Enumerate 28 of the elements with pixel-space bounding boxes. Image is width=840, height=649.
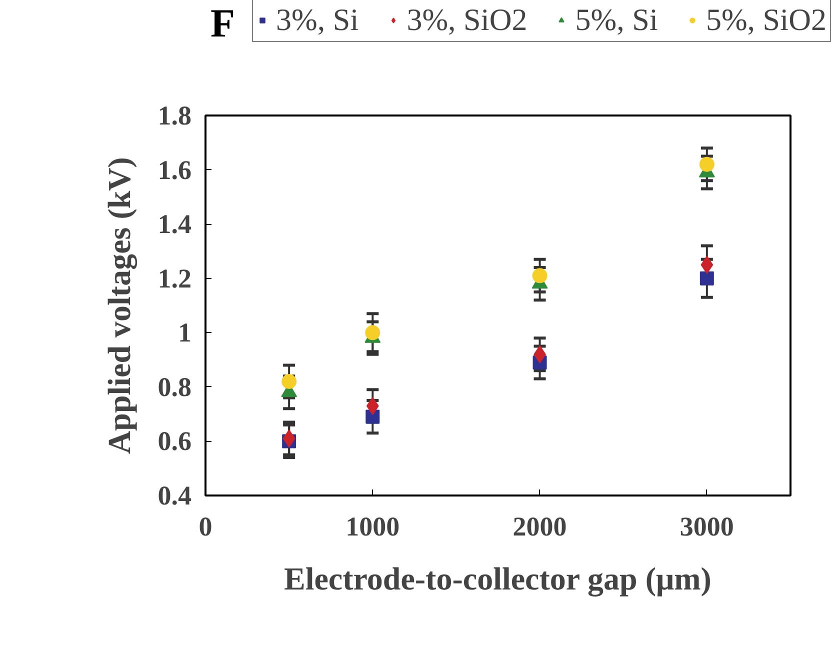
point [532, 268, 548, 284]
point [366, 410, 380, 424]
legend-label: 3%, Si [276, 2, 359, 38]
legend-label: 3%, SiO2 [406, 2, 528, 38]
y-tick-label: 1.8 [158, 100, 192, 130]
point [366, 396, 379, 415]
x-tick-label: 1000 [346, 512, 400, 542]
y-tick-label: 0.8 [158, 372, 192, 402]
y-tick-label: 0.4 [158, 480, 192, 510]
point [282, 374, 297, 389]
point [699, 156, 714, 172]
y-tick-label: 0.6 [158, 426, 192, 456]
point [365, 325, 380, 340]
legend-label: 5%, SiO2 [706, 2, 827, 38]
point [282, 430, 296, 448]
y-tick-label: 1 [178, 318, 192, 348]
x-axis-title: Electrode-to-collector gap (μm) [284, 560, 712, 598]
x-tick-label: 0 [198, 512, 212, 542]
legend-label: 5%, Si [575, 2, 658, 38]
y-tick-label: 1.6 [158, 154, 192, 185]
text: F [210, 0, 235, 46]
x-tick-label: 3000 [680, 512, 734, 542]
y-tick-label: 1.4 [158, 209, 192, 240]
y-axis-title: Applied voltages (kV) [100, 157, 138, 454]
x-tick-label: 2000 [512, 512, 567, 542]
point [700, 256, 714, 274]
point [700, 271, 714, 286]
y-tick-label: 1.2 [158, 263, 192, 294]
